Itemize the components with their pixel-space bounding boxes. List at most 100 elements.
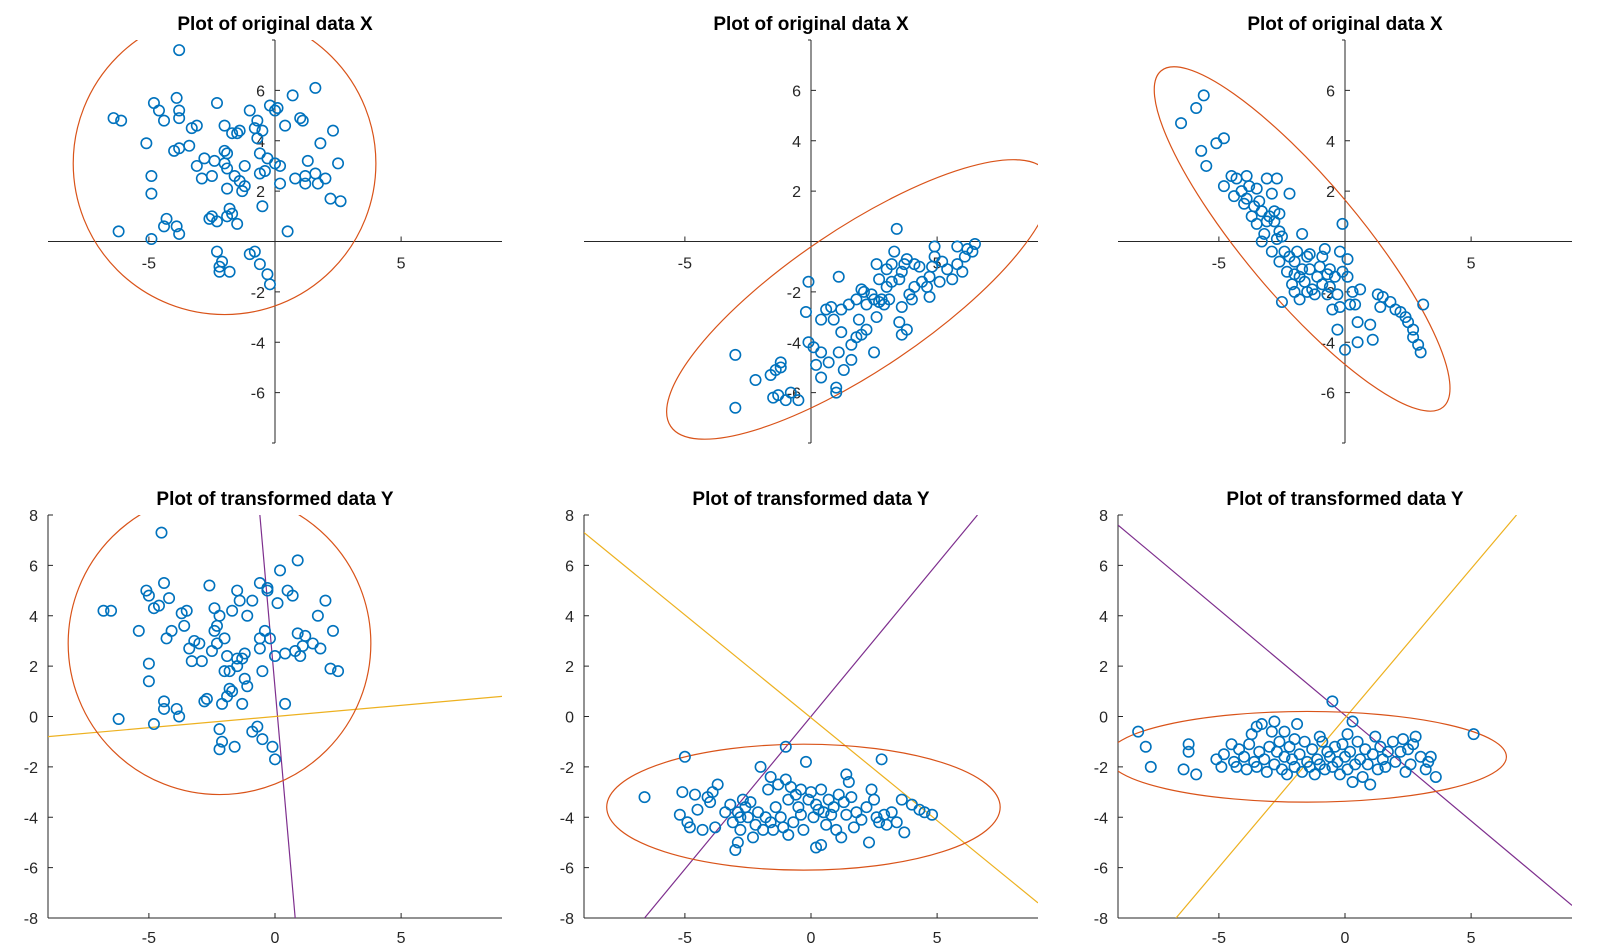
data-point: [752, 806, 765, 819]
data-point: [895, 265, 908, 278]
data-point: [152, 599, 165, 612]
data-point: [1210, 137, 1223, 150]
data-point: [274, 564, 287, 577]
data-point: [327, 124, 340, 137]
data-point: [271, 102, 284, 115]
data-point: [1250, 760, 1263, 773]
data-point: [170, 702, 183, 715]
chart-title: Plot of original data X: [1247, 14, 1443, 35]
plot-area: [72, 40, 377, 316]
y-tick-label: 8: [29, 508, 38, 525]
data-point: [160, 632, 173, 645]
data-point: [238, 647, 251, 660]
data-point: [1132, 725, 1145, 738]
data-point: [236, 697, 249, 710]
y-tick-label: -6: [251, 386, 265, 403]
data-point: [719, 806, 732, 819]
data-point: [1195, 144, 1208, 157]
data-point: [1258, 227, 1271, 240]
data-point: [261, 152, 274, 165]
y-tick-label: 6: [1099, 558, 1108, 575]
data-point: [279, 697, 292, 710]
x-tick-label: -5: [142, 256, 156, 273]
data-point: [332, 157, 345, 170]
data-point: [799, 306, 812, 319]
y-tick-label: 6: [1326, 83, 1335, 100]
chart-title: Plot of transformed data Y: [1226, 489, 1464, 510]
data-point: [1374, 300, 1387, 313]
data-point: [1190, 102, 1203, 115]
data-point: [294, 112, 307, 125]
data-point: [332, 665, 345, 678]
data-point: [1177, 763, 1190, 776]
data-point: [311, 609, 324, 622]
data-point: [1291, 718, 1304, 731]
y-tick-label: -6: [560, 861, 574, 878]
x-tick-label: 0: [807, 930, 816, 946]
data-point: [1399, 765, 1412, 778]
data-point: [210, 96, 223, 109]
data-point: [1243, 180, 1256, 193]
data-point: [868, 346, 881, 359]
data-point: [888, 245, 901, 258]
data-point: [256, 733, 269, 746]
data-point: [1389, 755, 1402, 768]
data-point: [1311, 270, 1324, 283]
data-point: [827, 313, 840, 326]
data-point: [840, 768, 853, 781]
data-point: [875, 753, 888, 766]
data-point: [787, 816, 800, 829]
data-point: [782, 793, 795, 806]
data-point: [799, 755, 812, 768]
data-point: [845, 338, 858, 351]
confidence-ellipse: [666, 159, 1038, 440]
data-point: [863, 836, 876, 849]
data-point: [1424, 750, 1437, 763]
data-point: [1217, 748, 1230, 761]
data-point: [183, 642, 196, 655]
data-point: [221, 162, 234, 175]
data-point: [286, 589, 299, 602]
data-point: [1349, 298, 1362, 311]
data-point: [165, 624, 178, 637]
data-point: [900, 323, 913, 336]
data-point: [334, 195, 347, 208]
data-point: [248, 245, 261, 258]
data-point: [261, 582, 274, 595]
data-point: [835, 303, 848, 316]
data-point: [208, 154, 221, 167]
data-point: [870, 311, 883, 324]
data-point: [314, 137, 327, 150]
data-point: [918, 806, 931, 819]
data-point: [221, 182, 234, 195]
data-point: [815, 838, 828, 851]
y-tick-label: -2: [560, 760, 574, 777]
confidence-ellipse: [67, 515, 372, 796]
data-point: [802, 275, 815, 288]
data-point: [794, 808, 807, 821]
data-point: [183, 139, 196, 152]
data-point: [873, 273, 886, 286]
data-point: [251, 114, 264, 127]
data-point: [226, 604, 239, 617]
x-tick-label: 0: [271, 930, 280, 946]
data-point: [1414, 750, 1427, 763]
data-point: [1260, 765, 1273, 778]
data-point: [173, 227, 186, 240]
data-point: [890, 816, 903, 829]
data-point: [213, 743, 226, 756]
data-point: [241, 680, 254, 693]
y-tick-label: -4: [787, 335, 801, 352]
data-point: [895, 793, 908, 806]
y-tick-label: 0: [565, 710, 574, 727]
data-point: [807, 811, 820, 824]
data-point: [1215, 760, 1228, 773]
data-point: [309, 167, 322, 180]
data-point: [1308, 768, 1321, 781]
data-point: [1293, 293, 1306, 306]
data-point: [261, 268, 274, 281]
data-point: [266, 740, 279, 753]
data-point: [746, 831, 759, 844]
data-point: [190, 119, 203, 132]
data-point: [830, 381, 843, 394]
